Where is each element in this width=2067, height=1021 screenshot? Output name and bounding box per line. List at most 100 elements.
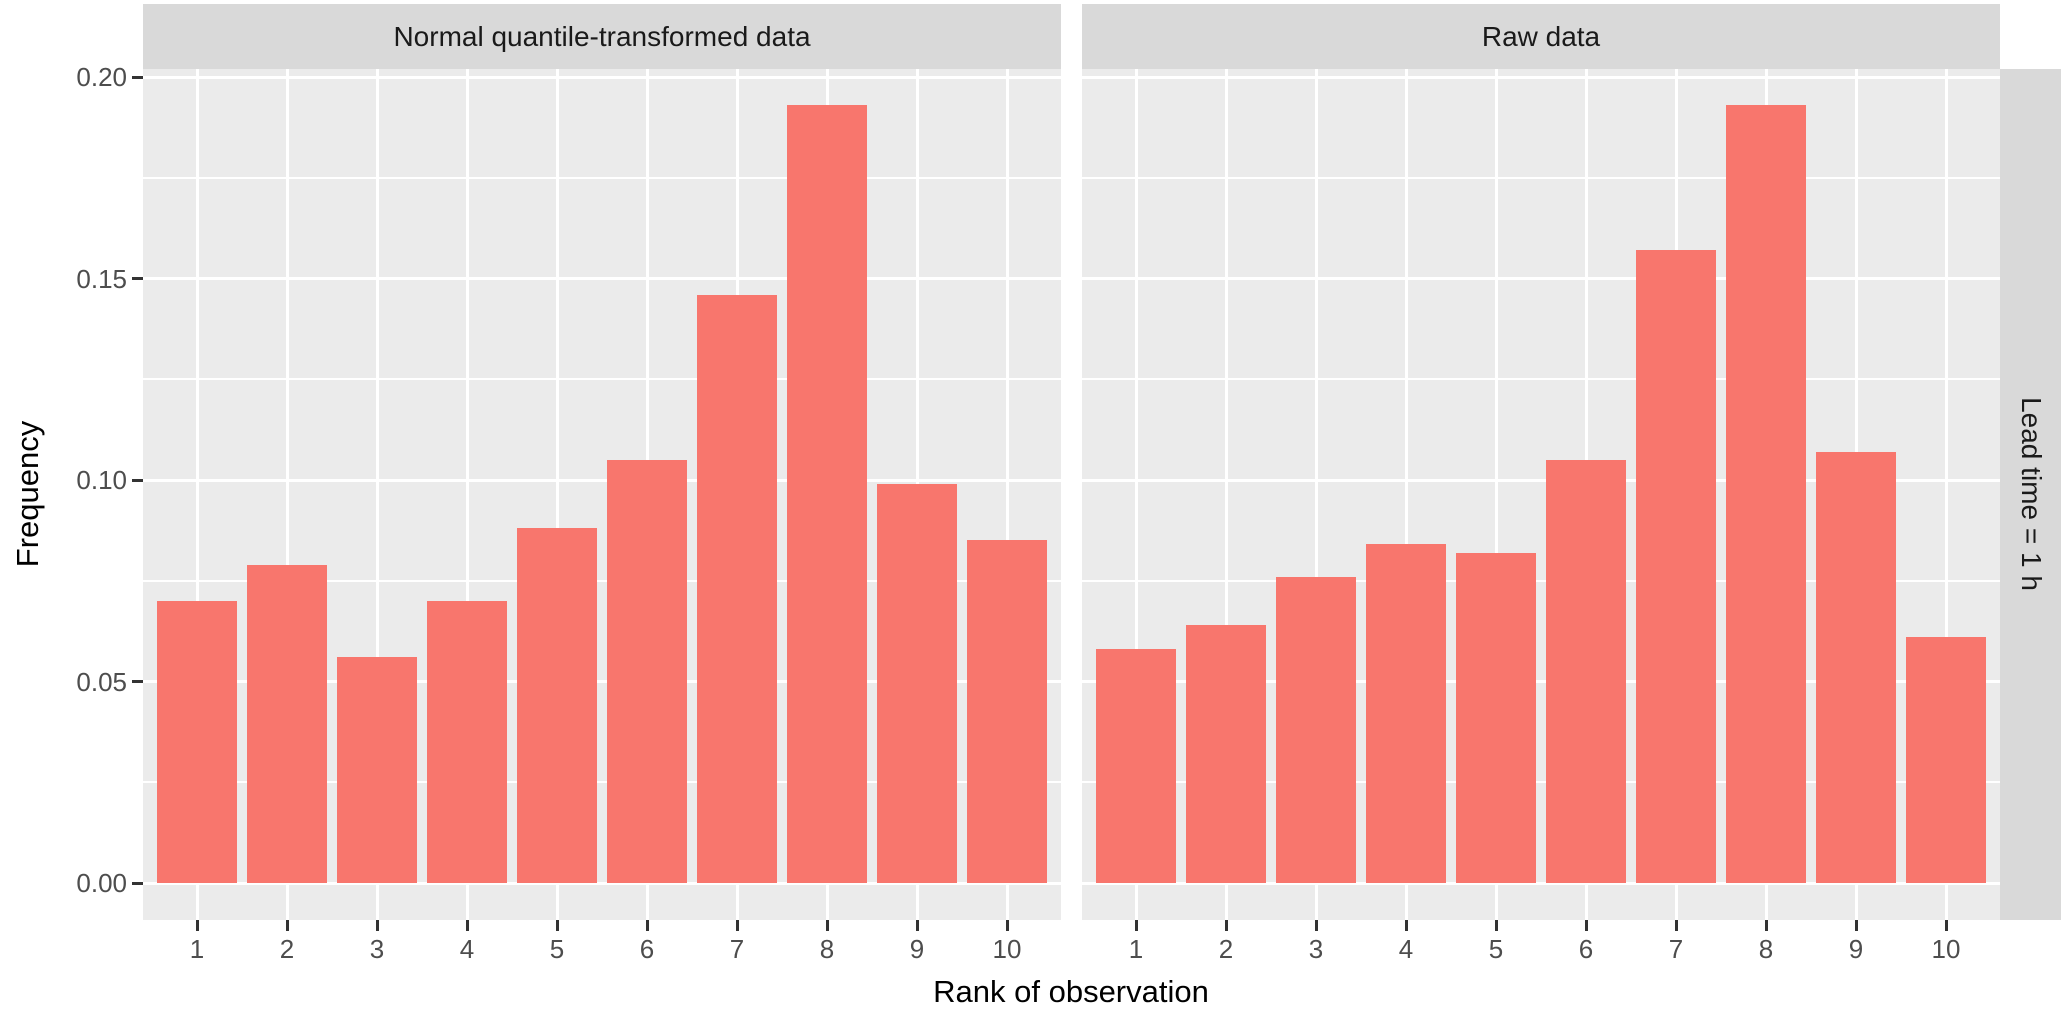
v-gridline xyxy=(1494,69,1498,920)
bar xyxy=(787,105,867,883)
x-tick-label: 4 xyxy=(459,934,475,964)
bar xyxy=(877,484,957,883)
y-tick-mark xyxy=(132,277,143,280)
v-gridline xyxy=(375,69,379,920)
x-tick-label: 1 xyxy=(1128,934,1144,964)
bar xyxy=(1726,105,1806,883)
x-tick-label: 5 xyxy=(1488,934,1504,964)
y-tick-mark xyxy=(132,881,143,885)
x-tick-mark xyxy=(1584,920,1588,931)
facet-strip-label: Normal quantile-transformed data xyxy=(393,20,811,52)
x-tick-label: 10 xyxy=(992,934,1022,964)
bar xyxy=(1906,637,1986,883)
h-gridline-major xyxy=(1082,75,2000,79)
h-gridline-minor xyxy=(1082,579,2000,582)
x-tick-label: 4 xyxy=(1398,934,1414,964)
bar xyxy=(1456,552,1536,883)
h-gridline-major xyxy=(1082,881,2000,885)
x-tick-mark xyxy=(1674,920,1678,931)
x-tick-label: 8 xyxy=(819,934,835,964)
y-tick-mark xyxy=(132,478,143,482)
x-tick-mark xyxy=(735,920,739,931)
x-tick-label: 2 xyxy=(279,934,295,964)
v-gridline xyxy=(285,69,289,920)
y-tick-label: 0.10 xyxy=(76,465,127,495)
h-gridline-major xyxy=(143,277,1061,280)
x-tick-mark xyxy=(195,920,199,931)
h-gridline-minor xyxy=(143,579,1061,582)
bar xyxy=(157,600,237,883)
bar xyxy=(1636,250,1716,883)
bar xyxy=(1546,459,1626,883)
bar xyxy=(607,459,687,883)
bar xyxy=(247,564,327,883)
y-tick-mark xyxy=(132,680,143,683)
bar xyxy=(697,294,777,883)
x-tick-label: 8 xyxy=(1758,934,1774,964)
plot-panel-left xyxy=(143,69,1061,920)
h-gridline-minor xyxy=(143,378,1061,381)
bar xyxy=(1816,451,1896,883)
h-gridline-minor xyxy=(1082,781,2000,784)
facet-strip-label: Raw data xyxy=(1481,20,1601,52)
x-tick-label: 7 xyxy=(729,934,745,964)
x-tick-label: 6 xyxy=(639,934,655,964)
x-tick-mark xyxy=(555,920,559,931)
bar xyxy=(1096,649,1176,883)
x-tick-mark xyxy=(1764,920,1768,931)
h-gridline-major xyxy=(1082,478,2000,482)
y-tick-mark xyxy=(132,75,143,79)
x-tick-label: 5 xyxy=(549,934,565,964)
y-tick-label: 0.20 xyxy=(76,62,127,92)
x-tick-label: 3 xyxy=(1308,934,1324,964)
h-gridline-major xyxy=(143,881,1061,885)
v-gridline xyxy=(465,69,469,920)
h-gridline-major xyxy=(143,75,1061,79)
v-gridline xyxy=(1404,69,1408,920)
x-tick-mark xyxy=(825,920,829,931)
x-tick-mark xyxy=(375,920,379,931)
v-gridline xyxy=(1134,69,1138,920)
v-gridline xyxy=(555,69,559,920)
h-gridline-minor xyxy=(1082,378,2000,381)
x-tick-label: 9 xyxy=(1848,934,1864,964)
x-axis-title: Rank of observation xyxy=(933,974,1209,1009)
x-tick-mark xyxy=(645,920,649,931)
x-tick-label: 2 xyxy=(1218,934,1234,964)
h-gridline-major xyxy=(1082,277,2000,280)
v-gridline xyxy=(1224,69,1228,920)
x-tick-mark xyxy=(1224,920,1228,931)
y-tick-label: 0.05 xyxy=(76,666,127,697)
x-tick-mark xyxy=(465,920,469,931)
facet-row-strip xyxy=(2000,69,2061,920)
h-gridline-minor xyxy=(143,781,1061,784)
x-tick-label: 10 xyxy=(1931,934,1961,964)
x-tick-mark xyxy=(915,920,919,931)
v-gridline xyxy=(1944,69,1948,920)
x-tick-mark xyxy=(1404,920,1408,931)
facet-strip-raw-data: Raw data xyxy=(1082,4,2000,69)
x-tick-mark xyxy=(1854,920,1858,931)
x-tick-label: 1 xyxy=(189,934,205,964)
x-tick-label: 7 xyxy=(1668,934,1684,964)
h-gridline-minor xyxy=(143,176,1061,179)
bar xyxy=(1186,625,1266,883)
bar xyxy=(427,600,507,883)
x-tick-label: 6 xyxy=(1578,934,1594,964)
y-tick-label: 0.00 xyxy=(76,868,127,898)
bar xyxy=(517,528,597,883)
v-gridline xyxy=(1314,69,1318,920)
h-gridline-minor xyxy=(1082,176,2000,179)
v-gridline xyxy=(1005,69,1009,920)
x-tick-label: 9 xyxy=(909,934,925,964)
h-gridline-major xyxy=(143,478,1061,482)
facet-strip-normal-quantile: Normal quantile-transformed data xyxy=(143,4,1061,69)
y-tick-label: 0.15 xyxy=(76,263,127,294)
x-tick-mark xyxy=(1494,920,1498,931)
x-tick-mark xyxy=(1005,920,1009,931)
x-tick-mark xyxy=(1314,920,1318,931)
bar xyxy=(337,657,417,883)
bar xyxy=(967,540,1047,883)
x-tick-mark xyxy=(285,920,289,931)
